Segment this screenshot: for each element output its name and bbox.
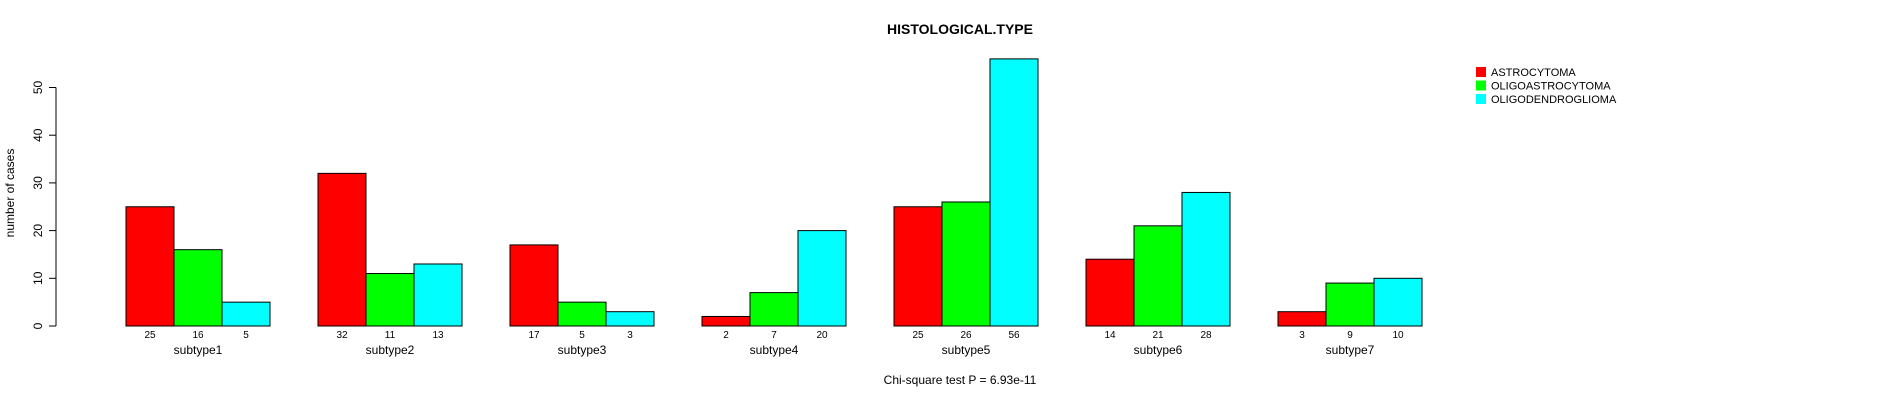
bar-subtype4-oligoastrocytoma [749, 292, 799, 327]
bar-value-label: 2 [723, 330, 729, 341]
bar-value-label: 7 [771, 330, 777, 341]
bar-group-subtype6: 14 21 28 subtype6 [1085, 191, 1231, 357]
category-label: subtype4 [750, 343, 799, 357]
bar-value-label: 9 [1347, 330, 1353, 341]
y-axis-label: number of cases [3, 149, 17, 238]
legend: ASTROCYTOMA OLIGOASTROCYTOMAOLIGODENDROGL… [1476, 67, 1617, 106]
category-label: subtype6 [1134, 343, 1183, 357]
legend-label: ASTROCYTOMA [1491, 67, 1576, 79]
bar-subtype7-oligodendroglioma [1373, 277, 1423, 327]
category-label: subtype7 [1326, 343, 1375, 357]
bar-value-label: 3 [627, 330, 633, 341]
bar-subtype6-oligodendroglioma [1181, 191, 1231, 327]
bar-subtype1-astrocytoma [125, 206, 175, 327]
bar-value-label: 25 [144, 330, 156, 341]
category-label: subtype3 [558, 343, 607, 357]
bar-group-subtype2: 32 11 13 subtype2 [317, 172, 463, 357]
chi-square-footnote: Chi-square test P = 6.93e-11 [884, 373, 1037, 387]
bar-group-subtype5: 25 26 56 subtype5 [893, 58, 1039, 357]
bar-value-label: 13 [432, 330, 444, 341]
bar-subtype7-oligoastrocytoma [1325, 282, 1375, 327]
y-tick-label: 50 [31, 81, 45, 95]
bar-value-label: 25 [912, 330, 924, 341]
bar-value-label: 17 [528, 330, 540, 341]
chart-title: HISTOLOGICAL.TYPE [887, 21, 1033, 37]
y-tick-label: 40 [31, 128, 45, 142]
y-tick-label: 30 [31, 176, 45, 190]
bar-value-label: 16 [192, 330, 204, 341]
bar-value-label: 32 [336, 330, 348, 341]
bar-value-label: 14 [1104, 330, 1116, 341]
legend-label: OLIGODENDROGLIOMA [1491, 94, 1617, 106]
bar-value-label: 11 [385, 330, 396, 341]
bar-value-label: 5 [243, 330, 249, 341]
legend-swatch-oligoastrocytoma [1476, 80, 1486, 91]
bar-group-subtype7: 3 9 10 subtype7 [1277, 277, 1423, 357]
bar-value-label: 5 [579, 330, 585, 341]
bar-value-label: 28 [1200, 330, 1212, 341]
y-axis: 0 10 20 30 40 50 [31, 81, 57, 329]
y-tick-label: 10 [31, 271, 45, 285]
bar-subtype2-oligoastrocytoma [365, 273, 415, 327]
category-label: subtype5 [942, 343, 991, 357]
bar-value-label: 26 [960, 330, 972, 341]
category-label: subtype1 [174, 343, 223, 357]
bar-subtype6-oligoastrocytoma [1133, 225, 1183, 327]
y-tick-label: 0 [31, 322, 45, 329]
legend-swatch-astrocytoma [1476, 67, 1486, 77]
bar-subtype1-oligoastrocytoma [173, 249, 223, 327]
bar-subtype3-astrocytoma [509, 244, 559, 327]
bar-subtype5-oligodendroglioma [989, 58, 1039, 327]
bar-group-subtype4: 2 7 20 subtype4 [701, 230, 847, 357]
bar-value-label: 20 [816, 330, 828, 341]
bar-subtype4-astrocytoma [701, 315, 751, 327]
bar-group-subtype1: 25 16 5 subtype1 [125, 206, 271, 357]
bar-subtype5-oligoastrocytoma [941, 201, 991, 327]
bar-group-subtype3: 17 5 3 subtype3 [509, 244, 655, 357]
bar-value-label: 56 [1008, 330, 1020, 341]
y-tick-label: 20 [31, 224, 45, 238]
bar-subtype7-astrocytoma [1277, 311, 1327, 327]
bar-subtype4-oligodendroglioma [797, 230, 847, 327]
category-label: subtype2 [366, 343, 415, 357]
bar-subtype3-oligodendroglioma [605, 311, 655, 327]
bar-value-label: 10 [1392, 330, 1404, 341]
bar-subtype5-astrocytoma [893, 206, 943, 327]
bar-subtype1-oligodendroglioma [221, 301, 271, 327]
bar-subtype2-oligodendroglioma [413, 263, 463, 327]
bar-value-label: 21 [1152, 330, 1164, 341]
legend-swatch-oligodendroglioma [1476, 94, 1486, 104]
bar-value-label: 3 [1299, 330, 1305, 341]
bar-subtype6-astrocytoma [1085, 258, 1135, 327]
legend-label: OLIGOASTROCYTOMA [1491, 81, 1611, 93]
bar-subtype2-astrocytoma [317, 172, 367, 327]
bar-subtype3-oligoastrocytoma [557, 301, 607, 327]
